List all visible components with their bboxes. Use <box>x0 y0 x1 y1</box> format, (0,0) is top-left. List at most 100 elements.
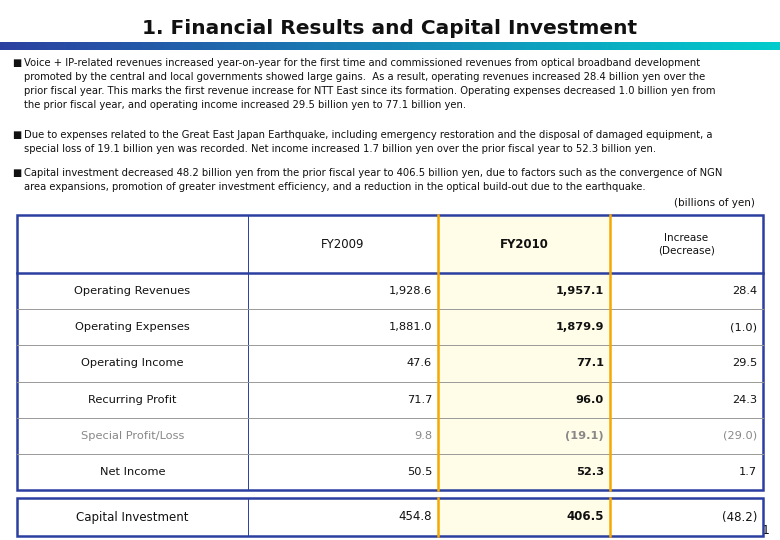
Bar <box>452 42 455 50</box>
Bar <box>654 42 656 50</box>
Bar <box>573 42 576 50</box>
Bar <box>0 42 2 50</box>
Bar <box>608 42 611 50</box>
Bar <box>66 42 69 50</box>
Bar <box>314 42 317 50</box>
Bar <box>407 42 410 50</box>
Bar <box>382 42 385 50</box>
Bar <box>298 42 301 50</box>
Bar <box>468 42 470 50</box>
Text: 9.8: 9.8 <box>414 431 432 441</box>
Bar <box>225 42 227 50</box>
Bar <box>156 42 158 50</box>
Bar <box>378 42 381 50</box>
Bar <box>566 42 568 50</box>
Text: 1. Financial Results and Capital Investment: 1. Financial Results and Capital Investm… <box>143 18 637 37</box>
Bar <box>667 42 669 50</box>
Bar <box>351 42 353 50</box>
Bar <box>172 42 174 50</box>
Bar <box>230 42 232 50</box>
Bar <box>129 42 131 50</box>
Bar <box>505 42 508 50</box>
Bar <box>396 42 399 50</box>
Bar <box>326 42 328 50</box>
Text: 52.3: 52.3 <box>576 467 604 477</box>
Bar <box>306 42 309 50</box>
Bar <box>577 42 580 50</box>
Bar <box>98 42 100 50</box>
Bar <box>725 42 728 50</box>
Bar <box>103 42 106 50</box>
Bar <box>215 42 217 50</box>
Bar <box>594 42 597 50</box>
Bar <box>610 42 613 50</box>
Bar <box>630 42 633 50</box>
Bar <box>593 42 595 50</box>
Bar <box>90 42 92 50</box>
Bar <box>55 42 57 50</box>
Bar <box>289 42 291 50</box>
Bar <box>448 42 451 50</box>
Bar <box>152 42 154 50</box>
Bar <box>589 42 591 50</box>
Bar <box>526 42 529 50</box>
Bar <box>84 42 87 50</box>
Bar <box>540 42 543 50</box>
Bar <box>218 42 221 50</box>
Bar <box>199 42 201 50</box>
Bar <box>56 42 59 50</box>
Bar <box>680 42 683 50</box>
Text: 28.4: 28.4 <box>732 286 757 296</box>
Bar <box>622 42 625 50</box>
Bar <box>438 498 610 536</box>
Bar <box>164 42 166 50</box>
Bar <box>437 42 439 50</box>
Bar <box>626 42 629 50</box>
Text: (19.1): (19.1) <box>566 431 604 441</box>
Bar <box>251 42 254 50</box>
Bar <box>638 42 640 50</box>
Bar <box>277 42 279 50</box>
Bar <box>100 42 102 50</box>
Bar <box>601 42 603 50</box>
Bar <box>183 42 186 50</box>
Text: Recurring Profit: Recurring Profit <box>88 395 177 404</box>
Bar <box>661 42 664 50</box>
Bar <box>69 42 71 50</box>
Bar <box>261 42 264 50</box>
Bar <box>607 42 609 50</box>
Bar <box>324 42 326 50</box>
Bar <box>162 42 165 50</box>
Bar <box>576 42 578 50</box>
Bar <box>485 42 488 50</box>
Bar <box>170 42 172 50</box>
Bar <box>139 42 141 50</box>
Bar <box>591 42 594 50</box>
Bar <box>507 42 509 50</box>
Bar <box>624 42 626 50</box>
Bar <box>136 42 139 50</box>
Text: 24.3: 24.3 <box>732 395 757 404</box>
Bar <box>641 42 644 50</box>
Bar <box>477 42 480 50</box>
Bar <box>480 42 482 50</box>
Bar <box>616 42 619 50</box>
Bar <box>255 42 258 50</box>
Bar <box>12 42 14 50</box>
Bar <box>754 42 757 50</box>
Bar <box>655 42 658 50</box>
Bar <box>747 42 750 50</box>
Bar <box>212 42 215 50</box>
Bar <box>724 42 726 50</box>
Bar <box>228 42 231 50</box>
Text: ■: ■ <box>12 168 21 178</box>
Bar <box>757 42 759 50</box>
Bar <box>27 42 30 50</box>
Text: Operating Income: Operating Income <box>81 359 184 368</box>
Bar <box>470 42 473 50</box>
Text: 1,881.0: 1,881.0 <box>388 322 432 332</box>
Bar <box>168 42 170 50</box>
Bar <box>438 215 610 490</box>
Bar <box>714 42 716 50</box>
Bar <box>234 42 236 50</box>
